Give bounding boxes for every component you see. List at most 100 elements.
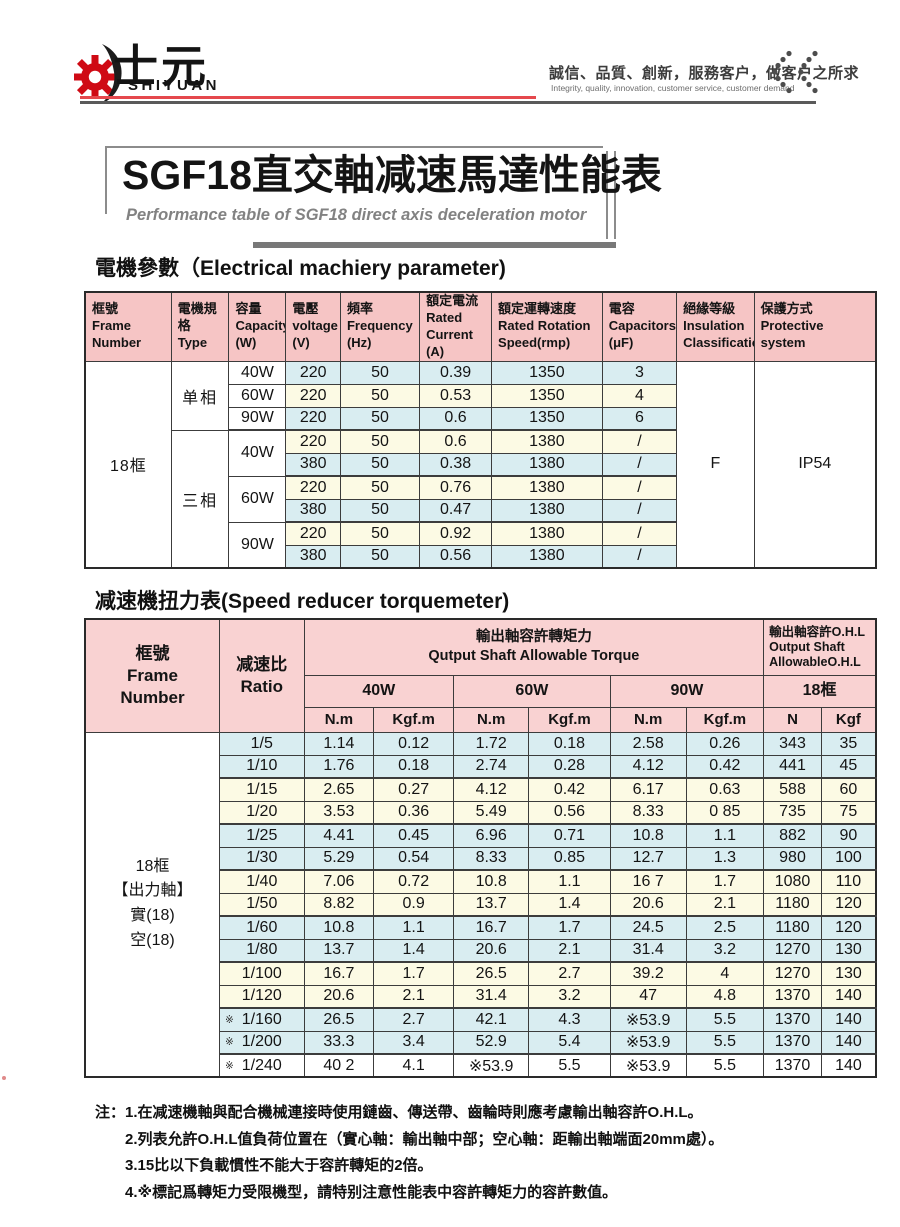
table-cell: 1370: [763, 984, 822, 1009]
power-header: 18框: [763, 674, 877, 708]
table-cell: 1370: [763, 1007, 822, 1032]
table-cell: 26.5: [453, 961, 530, 986]
table-row: ※ 1/240 40 2 4.1 ※53.9 5.5 ※53.9 5.5 1370 140: [85, 1053, 877, 1078]
table-cell: 0.54: [373, 846, 455, 871]
table-cell: 47: [609, 984, 687, 1009]
table-cell: 2.7: [373, 1007, 455, 1032]
table-cell: 50: [339, 498, 421, 524]
table-row: 1/50 8.82 0.9 13.7 1.4 20.6 2.1 1180 120: [85, 892, 877, 917]
table-cell: 220: [285, 360, 341, 385]
power-header: 60W: [453, 674, 611, 708]
table-cell: 52.9: [453, 1030, 530, 1055]
ratio-cell: 1/40: [218, 869, 305, 894]
table-cell: 0.85: [528, 846, 611, 871]
column-header-ohl: 輸出軸容許O.H.L Output Shaft AllowableO.H.L: [763, 618, 877, 676]
table-cell: 4.8: [685, 984, 765, 1009]
table-cell: 90W: [228, 406, 287, 432]
table-row: 380 50 0.38 1380/: [85, 452, 876, 478]
table-cell: 1380: [491, 475, 603, 500]
power-header: 40W: [303, 674, 455, 708]
torque-header: 框號 Frame Number 减速比 Ratio 輸出軸容許轉矩力 Qutput …: [84, 618, 877, 733]
table-cell: 5.5: [685, 1030, 765, 1055]
table-cell: 12.7: [609, 846, 687, 871]
table-cell: 16.7: [303, 961, 375, 986]
title-block: SGF18直交軸减速馬達性能表 Performance table of SGF…: [105, 146, 662, 248]
brand-logo: [73, 42, 124, 111]
table-cell: 1180: [763, 915, 822, 940]
table-cell: 75: [820, 800, 877, 825]
unit-header: N: [763, 706, 822, 733]
table-cell: 4: [685, 961, 765, 986]
table-cell: 31.4: [453, 984, 530, 1009]
accent-line-red: [80, 96, 536, 99]
table-cell: 0.12: [373, 731, 455, 756]
table-cell: 735: [763, 800, 822, 825]
frame-cell: 18框 【出力軸】 實(18) 空(18): [84, 731, 220, 1078]
table-cell: 0.6: [419, 429, 493, 454]
table-cell: 110: [820, 869, 877, 894]
table-cell: 1350: [491, 406, 603, 432]
note-line: 1.在减速機軸與配合機械連接時使用鏈齒、傳送帶、齒輪時則應考慮輸出軸容許O.H.…: [125, 1104, 703, 1121]
table-cell: 4.41: [303, 823, 375, 848]
note-line: 2.列表允許O.H.L值負荷位置在（實心軸：輸出軸中部；空心軸：距輸出軸端面20…: [125, 1130, 724, 1148]
table-cell: 5.5: [685, 1007, 765, 1032]
column-header: 框號 Frame Number: [84, 291, 172, 362]
column-header-frame: 框號 Frame Number: [84, 618, 220, 733]
limited-model-mark: ※: [224, 1013, 234, 1026]
table-cell: 45: [820, 754, 877, 779]
table-cell: 0.18: [373, 754, 455, 779]
title-underline: [253, 242, 616, 248]
table-cell: 0.9: [373, 892, 455, 917]
table-cell: 220: [285, 429, 341, 454]
table-cell: 3.2: [528, 984, 611, 1009]
table-row: 三相 40W 220 50 0.6 1380/: [85, 429, 876, 569]
header-row: 40W 60W 90W 18框: [85, 674, 877, 708]
table-cell: 40W: [228, 429, 287, 477]
table-cell: 2.74: [453, 754, 530, 779]
table-cell: 0.56: [528, 800, 611, 825]
brand-name-en: SHIYUAN: [128, 77, 221, 94]
column-header: 容量 Capacity (W): [228, 291, 287, 362]
column-header: 電機規格 Type: [170, 291, 230, 362]
column-header: 額定電流 Rated Current (A): [419, 291, 493, 362]
table-cell: 90W: [228, 521, 287, 569]
table-cell: 6.96: [453, 823, 530, 848]
note-line: 3.15比以下負載慣性不能大于容許轉矩的2倍。: [125, 1157, 433, 1175]
table-cell: 0.63: [685, 777, 765, 802]
torque-table: 框號 Frame Number 减速比 Ratio 輸出軸容許轉矩力 Qutput …: [84, 618, 877, 1078]
table-row: 1/25 4.41 0.45 6.96 0.71 10.8 1.1 882 90: [85, 823, 877, 848]
table-cell: 120: [820, 892, 877, 917]
table-row: 18框 【出力軸】 實(18) 空(18) 1/5 1.14 0.12 1.72 0.18…: [84, 731, 877, 1078]
table-cell: ※53.9: [609, 1007, 687, 1032]
header-row: N.m Kgf.m N.m Kgf.m N.m Kgf.m N Kgf: [85, 706, 877, 733]
table-cell: 1180: [763, 892, 822, 917]
table-cell: 130: [820, 961, 877, 986]
table-row: 1/30 5.29 0.54 8.33 0.85 12.7 1.3 980 100: [85, 846, 877, 871]
table-cell: /: [601, 521, 678, 546]
table-row: 1/120 20.6 2.1 31.4 3.2 47 4.8 1370 140: [85, 984, 877, 1009]
column-header: 絕緣等級 Insulation Classification: [676, 291, 755, 362]
table-cell: 50: [339, 383, 421, 408]
column-header: 額定運轉速度 Rated Rotation Speed(rmp): [491, 291, 603, 362]
table-cell: 1380: [491, 544, 603, 569]
table-row: 90W 220 50 0.6 1350 6: [85, 406, 876, 432]
ratio-cell: ※ 1/240: [218, 1053, 305, 1078]
table-row: 1/40 7.06 0.72 10.8 1.1 16 7 1.7 1080 110: [85, 869, 877, 894]
table-cell: 50: [339, 406, 421, 432]
column-header: 電壓 voltage (V): [285, 291, 341, 362]
table-cell: 4: [601, 383, 678, 408]
table-cell: 50: [339, 521, 421, 546]
table-cell: 13.7: [453, 892, 530, 917]
table-row: ※ 1/200 33.3 3.4 52.9 5.4 ※53.9 5.5 1370 140: [85, 1030, 877, 1055]
table-cell: 1350: [491, 383, 603, 408]
table-cell: 0.53: [419, 383, 493, 408]
slogan-en: Integrity, quality, innovation, customer…: [551, 83, 795, 93]
table-cell: IP54: [753, 360, 877, 569]
ratio-cell: 1/100: [218, 961, 305, 986]
table-cell: 0.92: [419, 521, 493, 546]
ratio-cell: 1/50: [218, 892, 305, 917]
table-cell: 2.65: [303, 777, 375, 802]
unit-header: N.m: [453, 706, 530, 733]
table-cell: 6: [601, 406, 678, 432]
